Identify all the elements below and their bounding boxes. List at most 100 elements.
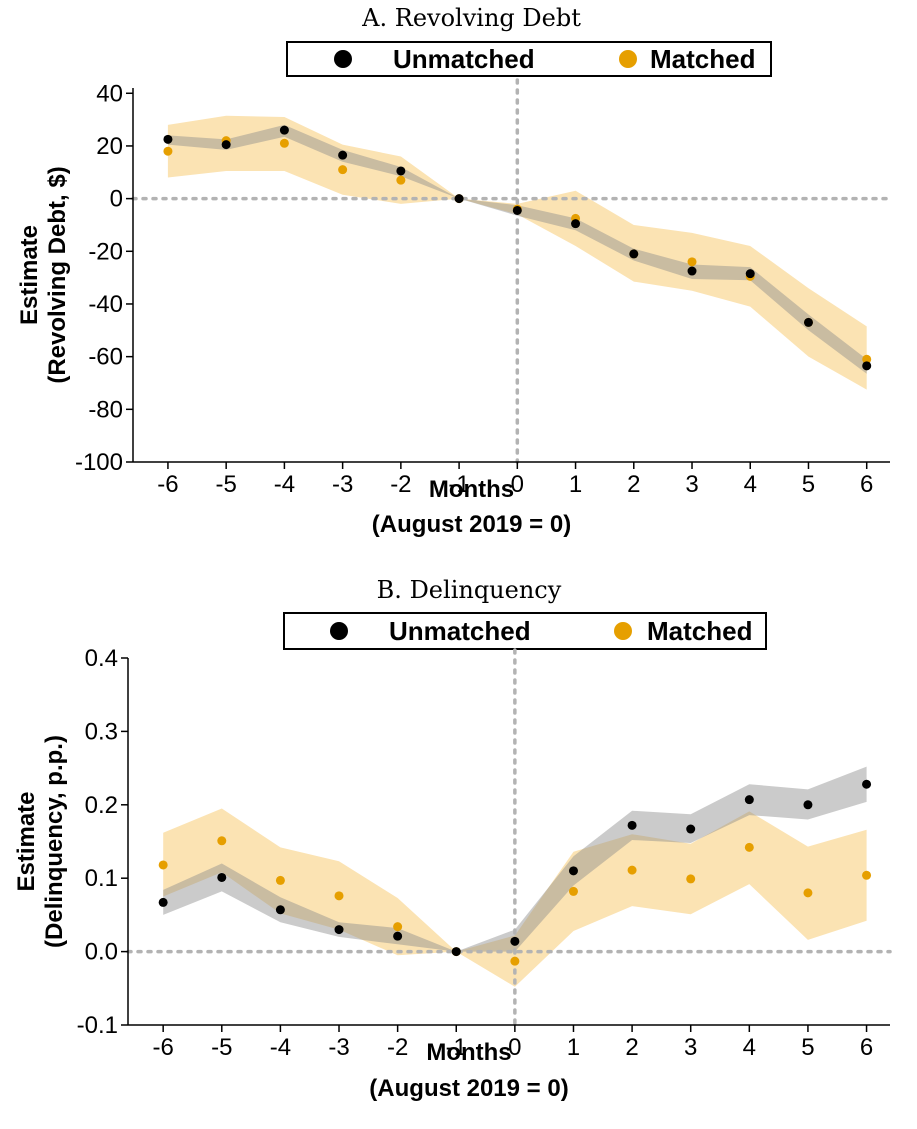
point-matched — [279, 138, 289, 148]
point-unmatched — [862, 361, 872, 371]
x-tick-label: 0 — [508, 1034, 521, 1061]
point-unmatched — [568, 866, 578, 876]
point-unmatched — [275, 905, 285, 915]
point-unmatched — [334, 925, 344, 935]
y-axis-title: Estimate — [16, 225, 43, 325]
x-tick-label: -2 — [387, 1034, 408, 1061]
point-unmatched — [571, 219, 581, 229]
x-tick-label: -4 — [274, 471, 295, 498]
x-tick-label: 5 — [802, 471, 815, 498]
x-tick-label: 1 — [569, 471, 582, 498]
ci-band-matched — [167, 115, 867, 390]
point-unmatched — [744, 795, 754, 805]
point-unmatched — [862, 779, 872, 789]
point-matched — [803, 888, 813, 898]
x-tick-label: -3 — [328, 1034, 349, 1061]
x-tick-label: 3 — [685, 471, 698, 498]
y-tick-label: 0.2 — [85, 792, 118, 819]
x-tick-label: -6 — [157, 471, 178, 498]
x-tick-label: -5 — [211, 1034, 232, 1061]
y-axis-subtitle: (Delinquency, p.p.) — [41, 735, 68, 948]
point-unmatched — [279, 125, 289, 135]
y-tick-label: -0.1 — [77, 1012, 118, 1039]
point-matched — [627, 865, 637, 875]
panel-a: A. Revolving Debt Unmatched Matched 40 20 0 -2… — [16, 4, 892, 538]
x-tick-label: 6 — [860, 1034, 873, 1061]
x-axis-subtitle: (August 2019 = 0) — [369, 1075, 568, 1102]
legend-label-unmatched: Unmatched — [393, 44, 535, 74]
point-unmatched — [510, 936, 520, 946]
legend-marker-matched — [614, 622, 632, 640]
x-tick-label: -2 — [390, 471, 411, 498]
point-matched — [393, 922, 403, 932]
x-tick-label: 5 — [801, 1034, 814, 1061]
y-tick-label: -40 — [88, 291, 123, 318]
legend-marker-unmatched — [334, 50, 352, 68]
point-matched — [744, 842, 754, 852]
y-tick-label: 0.1 — [85, 865, 118, 892]
legend-label-matched: Matched — [650, 44, 755, 74]
point-matched — [396, 175, 406, 185]
x-tick-label: -3 — [332, 471, 353, 498]
point-unmatched — [396, 166, 406, 176]
point-unmatched — [687, 266, 697, 276]
point-unmatched — [686, 824, 696, 834]
chart-title: A. Revolving Debt — [361, 4, 581, 32]
x-tick-label: -6 — [152, 1034, 173, 1061]
legend: Unmatched Matched — [286, 41, 772, 77]
legend-box — [286, 41, 772, 77]
point-matched — [568, 886, 578, 896]
point-matched — [686, 874, 696, 884]
x-tick-label: 4 — [743, 1034, 756, 1061]
point-matched — [275, 875, 285, 885]
x-tick-label: 3 — [684, 1034, 697, 1061]
point-unmatched — [512, 205, 522, 215]
point-matched — [338, 165, 348, 175]
y-tick-label: -20 — [88, 238, 123, 265]
x-axis-title: Months — [429, 476, 514, 503]
legend-label-matched: Matched — [647, 616, 752, 646]
legend-box — [283, 612, 767, 650]
legend-marker-matched — [619, 50, 637, 68]
point-matched — [163, 146, 173, 156]
panel-b: B. Delinquency Unmatched Matched 0.4 0.3 0.2 0… — [13, 576, 892, 1102]
x-tick-label: 4 — [744, 471, 757, 498]
point-unmatched — [451, 947, 461, 957]
y-tick-label: -100 — [75, 449, 123, 476]
point-matched — [334, 891, 344, 901]
point-unmatched — [221, 140, 231, 150]
x-tick-label: 0 — [511, 471, 524, 498]
x-tick-label: -1 — [448, 471, 469, 498]
point-unmatched — [163, 134, 173, 144]
x-tick-label: -1 — [446, 1034, 467, 1061]
legend: Unmatched Matched — [283, 612, 767, 650]
point-matched — [862, 870, 872, 880]
y-tick-label: 20 — [96, 133, 123, 160]
point-matched — [862, 354, 872, 364]
x-tick-label: 2 — [627, 471, 640, 498]
point-unmatched — [803, 317, 813, 327]
ci-band-matched — [163, 808, 867, 987]
point-unmatched — [158, 897, 168, 907]
x-axis-subtitle: (August 2019 = 0) — [372, 511, 571, 538]
y-tick-label: 0.0 — [85, 939, 118, 966]
point-unmatched — [393, 931, 403, 941]
y-axis-title: Estimate — [13, 791, 40, 891]
point-matched — [687, 257, 697, 267]
y-tick-label: 40 — [96, 80, 123, 107]
point-unmatched — [338, 150, 348, 160]
x-tick-label: -4 — [270, 1034, 291, 1061]
y-tick-label: 0.3 — [85, 718, 118, 745]
point-unmatched — [627, 820, 637, 830]
x-axis-title: Months — [426, 1039, 511, 1066]
x-tick-label: 2 — [625, 1034, 638, 1061]
x-tick-label: -5 — [215, 471, 236, 498]
point-unmatched — [629, 249, 639, 259]
x-tick-label: 1 — [567, 1034, 580, 1061]
y-tick-label: -80 — [88, 396, 123, 423]
point-unmatched — [217, 872, 227, 882]
chart-title: B. Delinquency — [377, 576, 562, 604]
y-tick-label: 0.4 — [85, 645, 118, 672]
point-unmatched — [745, 269, 755, 279]
